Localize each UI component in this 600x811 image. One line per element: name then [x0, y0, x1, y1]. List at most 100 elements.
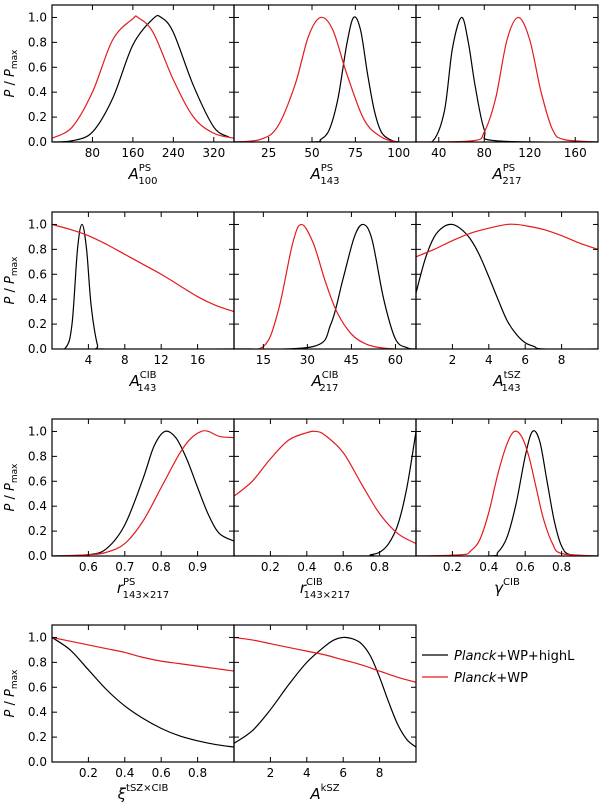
x-tick-label: 0.8: [152, 560, 171, 574]
x-tick-label: 0.8: [552, 560, 571, 574]
curve-planck-wp-highl: [52, 14, 230, 142]
x-tick-label: 25: [261, 146, 276, 160]
axes-frame: [51, 624, 235, 763]
axes-frame: [415, 211, 599, 350]
curve-planck-wp: [416, 16, 598, 142]
curve-planck-wp-highl: [234, 431, 416, 556]
y-tick-label: 0.4: [28, 499, 47, 513]
curve-planck-wp-highl: [416, 223, 598, 349]
curve-planck-wp: [52, 636, 234, 672]
y-tick-label: 0.2: [28, 524, 47, 538]
y-tick-label: 0.8: [28, 242, 47, 256]
y-tick-label: 1.0: [28, 217, 47, 231]
y-axis-label: P / Pmax: [3, 463, 20, 512]
y-tick-label: 0.2: [28, 110, 47, 124]
panel-8: 0.2 0.4 0.6 0.8 rCIB 143×217: [233, 418, 417, 601]
axes-frame: [233, 418, 417, 557]
axes-frame: [233, 624, 417, 763]
y-axis-label: P / Pmax: [3, 256, 20, 305]
curve-planck-wp-highl: [52, 636, 234, 748]
x-axis-label: γCIB: [494, 577, 520, 597]
y-tick-label: 0.0: [28, 342, 47, 356]
x-tick-label: 160: [121, 146, 144, 160]
y-tick-label: 0.0: [28, 755, 47, 769]
x-tick-label: 0.9: [188, 560, 207, 574]
x-tick-label: 2: [267, 766, 275, 780]
x-axis-label: APS 100: [128, 163, 158, 187]
curve-planck-wp: [234, 636, 416, 683]
panel-3: 40 80 120 160 APS 217: [415, 4, 599, 187]
axes-frame: [415, 4, 599, 143]
axes-frame: [233, 4, 417, 143]
x-tick-label: 8: [121, 353, 129, 367]
x-tick-label: 240: [162, 146, 185, 160]
x-tick-label: 0.6: [152, 766, 171, 780]
x-tick-label: 75: [348, 146, 363, 160]
x-tick-label: 0.7: [115, 560, 134, 574]
x-axis-label: ACIB 143: [128, 370, 156, 394]
y-tick-label: 0.6: [28, 267, 47, 281]
curve-planck-wp-highl: [234, 636, 416, 748]
x-tick-label: 0.4: [297, 560, 316, 574]
x-tick-label: 0.4: [115, 766, 134, 780]
curve-planck-wp-highl: [234, 223, 416, 349]
y-tick-label: 1.0: [28, 10, 47, 24]
x-axis-label: ACIB 217: [310, 370, 338, 394]
panel-9: 0.2 0.4 0.6 0.8 γCIB: [415, 418, 599, 597]
x-axis-label: AtSZ 143: [492, 370, 521, 394]
panel-grid: 80 160 240 320 0.0 0.2 0.4 0.6 0.8 1.0 P / Pmax APS…: [3, 4, 599, 803]
y-tick-label: 0.4: [28, 292, 47, 306]
y-tick-label: 0.8: [28, 655, 47, 669]
y-tick-label: 1.0: [28, 630, 47, 644]
x-tick-label: 60: [388, 353, 403, 367]
x-tick-label: 0.4: [479, 560, 498, 574]
x-tick-label: 2: [449, 353, 457, 367]
y-tick-label: 0.4: [28, 85, 47, 99]
y-tick-label: 0.6: [28, 474, 47, 488]
x-tick-label: 15: [256, 353, 271, 367]
curve-planck-wp: [234, 430, 416, 545]
curve-planck-wp-highl: [416, 16, 598, 142]
x-tick-label: 0.8: [188, 766, 207, 780]
y-tick-label: 0.0: [28, 549, 47, 563]
x-tick-label: 50: [304, 146, 319, 160]
curve-planck-wp: [52, 430, 234, 556]
y-axis-label: P / Pmax: [3, 49, 20, 98]
panel-6: 2 4 6 8 AtSZ 143: [415, 211, 599, 394]
x-tick-label: 0.2: [79, 766, 98, 780]
y-tick-label: 0.8: [28, 35, 47, 49]
x-tick-label: 0.2: [261, 560, 280, 574]
axes-frame: [51, 4, 235, 143]
y-tick-label: 0.8: [28, 449, 47, 463]
curve-planck-wp-highl: [416, 430, 598, 556]
y-axis-label: P / Pmax: [3, 669, 20, 718]
curve-planck-wp: [52, 15, 234, 139]
axes-frame: [415, 418, 599, 557]
x-tick-label: 0.6: [334, 560, 353, 574]
y-tick-label: 0.0: [28, 135, 47, 149]
x-tick-label: 320: [202, 146, 225, 160]
x-tick-label: 4: [85, 353, 93, 367]
x-tick-label: 80: [85, 146, 100, 160]
y-tick-label: 0.2: [28, 317, 47, 331]
x-tick-label: 8: [376, 766, 384, 780]
curve-planck-wp-highl: [52, 223, 234, 349]
legend: Planck+WP+highL Planck+WP: [422, 649, 575, 686]
axes-frame: [51, 418, 235, 557]
panel-4: 4 8 12 16 0.0 0.2 0.4 0.6 0.8 1.0 P / Pmax ACIB 143: [3, 211, 235, 394]
x-axis-label: APS 143: [310, 163, 340, 187]
y-tick-label: 0.2: [28, 730, 47, 744]
x-axis-label: ξtSZ×CIB: [117, 783, 169, 803]
x-tick-label: 45: [344, 353, 359, 367]
y-tick-label: 0.6: [28, 60, 47, 74]
x-tick-label: 0.6: [79, 560, 98, 574]
x-tick-label: 6: [521, 353, 529, 367]
y-tick-label: 0.4: [28, 705, 47, 719]
x-tick-label: 0.6: [516, 560, 535, 574]
panel-10: 0.2 0.4 0.6 0.8 0.0 0.2 0.4 0.6 0.8 1.0 P / Pmax ξt…: [3, 624, 235, 803]
x-tick-label: 8: [558, 353, 566, 367]
legend-label-highl: Planck+WP+highL: [454, 649, 575, 664]
x-tick-label: 4: [485, 353, 493, 367]
curve-planck-wp: [416, 430, 598, 556]
